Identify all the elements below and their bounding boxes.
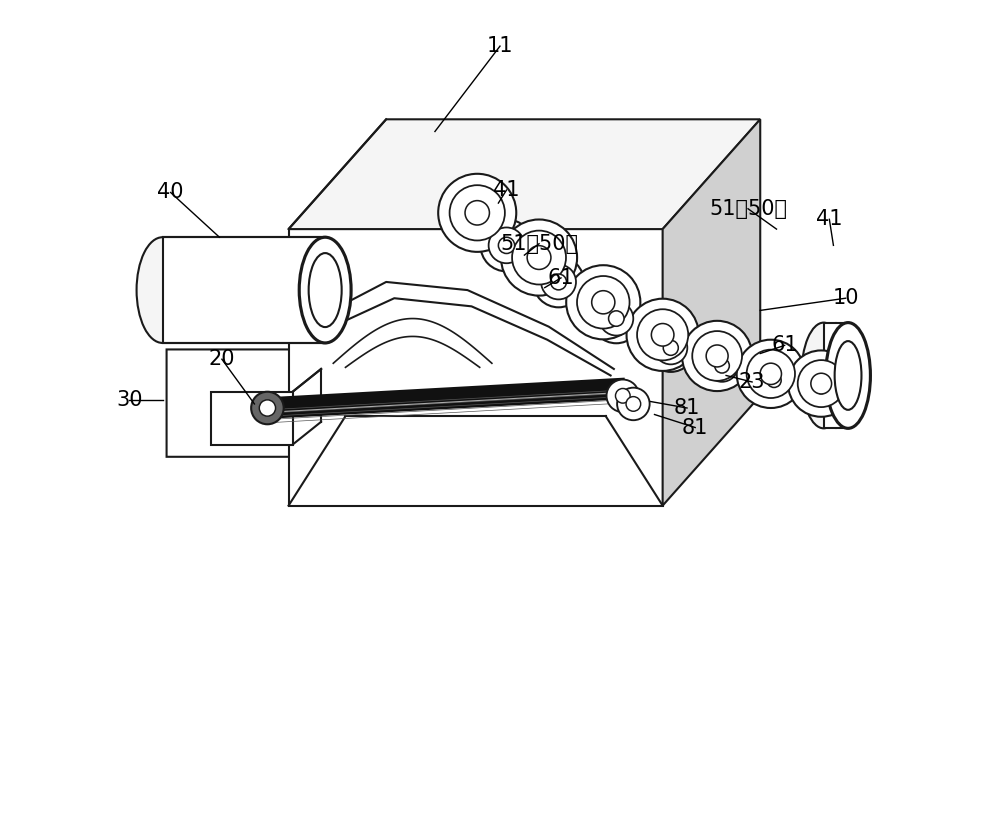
Circle shape [798,360,845,407]
Circle shape [788,350,854,417]
Text: 51〈50〉: 51〈50〉 [709,199,787,219]
Circle shape [706,345,728,367]
Ellipse shape [137,237,188,343]
Circle shape [760,363,781,384]
Circle shape [751,357,797,403]
Circle shape [615,388,630,403]
Circle shape [706,349,738,382]
Circle shape [607,379,639,412]
Circle shape [501,220,577,295]
Circle shape [438,174,516,252]
Circle shape [682,321,752,391]
Polygon shape [289,229,663,506]
Polygon shape [824,322,848,428]
Text: 11: 11 [487,36,513,56]
Text: 30: 30 [116,390,142,410]
Ellipse shape [299,237,351,343]
Circle shape [489,228,524,264]
Text: 20: 20 [209,349,235,369]
Circle shape [626,397,641,411]
Circle shape [647,324,695,372]
Text: 41: 41 [493,180,520,200]
Circle shape [799,365,843,409]
Circle shape [715,358,729,373]
Circle shape [599,302,633,335]
Circle shape [566,265,640,339]
Ellipse shape [826,322,870,428]
Text: 23: 23 [739,372,765,392]
Text: 61: 61 [548,268,574,288]
Circle shape [533,256,584,308]
Circle shape [512,231,566,285]
Circle shape [577,276,630,329]
Circle shape [699,342,745,389]
Circle shape [637,309,688,361]
Polygon shape [663,119,760,506]
Circle shape [592,290,615,314]
Circle shape [592,294,641,344]
Circle shape [767,373,781,388]
Circle shape [480,220,533,272]
Circle shape [498,237,515,254]
Circle shape [609,311,624,326]
Ellipse shape [835,341,861,410]
Circle shape [806,371,836,402]
Ellipse shape [309,253,342,327]
Text: 41: 41 [816,210,843,229]
Circle shape [747,349,795,398]
Polygon shape [211,392,293,445]
Circle shape [527,246,551,269]
Circle shape [814,380,828,394]
Circle shape [627,299,699,371]
Circle shape [465,201,489,225]
Circle shape [617,388,650,420]
Circle shape [450,185,505,241]
Text: 10: 10 [832,288,859,308]
Circle shape [663,340,678,355]
Text: 81: 81 [682,418,708,437]
Polygon shape [167,349,500,457]
Text: 61: 61 [771,335,798,356]
Polygon shape [289,119,760,229]
Circle shape [541,264,576,299]
Circle shape [811,373,832,394]
Polygon shape [163,237,325,343]
Circle shape [654,331,687,365]
Circle shape [692,331,742,381]
Text: 51〈50〉: 51〈50〉 [500,233,578,254]
Circle shape [551,274,566,290]
Text: 81: 81 [674,398,700,418]
Circle shape [758,365,790,396]
Polygon shape [268,379,624,418]
Circle shape [251,392,284,424]
Text: 40: 40 [157,183,184,202]
Circle shape [259,400,276,416]
Circle shape [737,339,805,408]
Ellipse shape [801,322,846,428]
Circle shape [651,323,674,346]
